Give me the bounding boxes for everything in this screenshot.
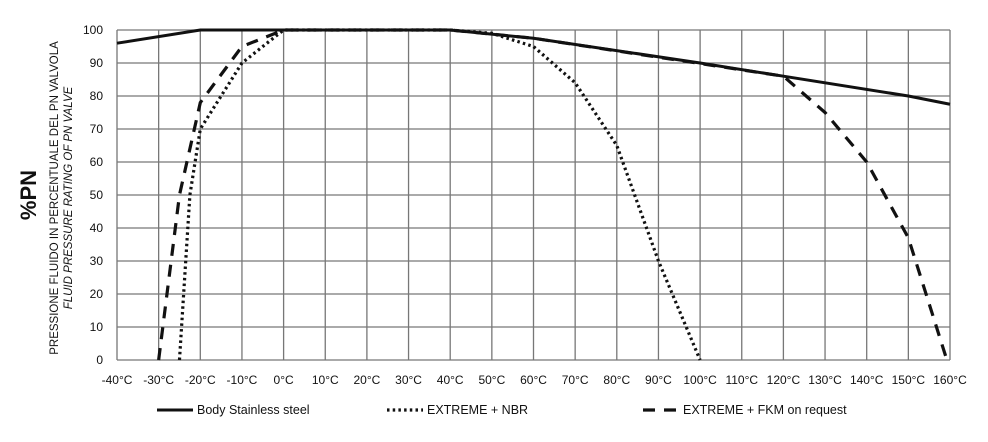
x-tick-label: 150°C (892, 373, 926, 387)
x-tick-label: 120°C (767, 373, 801, 387)
x-tick-label: 140°C (850, 373, 884, 387)
x-tick-label: -20°C (185, 373, 216, 387)
x-tick-label: -10°C (227, 373, 258, 387)
x-tick-label: 90°C (645, 373, 672, 387)
y-tick-label: 60 (90, 155, 104, 169)
series-line-dashed (157, 28, 948, 361)
x-tick-label: 0°C (274, 373, 294, 387)
y-tick-label: 100 (83, 23, 103, 37)
x-tick-label: -30°C (143, 373, 174, 387)
y-tick-label: 80 (90, 89, 104, 103)
x-tick-label: 40°C (437, 373, 464, 387)
x-tick-label: 130°C (808, 373, 842, 387)
x-tick-label: 50°C (478, 373, 505, 387)
x-tick-label: 20°C (353, 373, 380, 387)
x-tick-label: 70°C (562, 373, 589, 387)
y-tick-label: 40 (90, 221, 104, 235)
legend-label: Body Stainless steel (197, 403, 310, 417)
x-tick-label: 100°C (683, 373, 717, 387)
y-axis-label-italian: PRESSIONE FLUIDO IN PERCENTUALE DEL PN V… (49, 41, 61, 355)
y-tick-label: 50 (90, 188, 104, 202)
y-tick-label: 10 (90, 320, 104, 334)
y-axis-title: %PN (16, 170, 41, 220)
x-tick-label: 160°C (933, 373, 967, 387)
y-tick-label: 90 (90, 56, 104, 70)
y-tick-label: 20 (90, 287, 104, 301)
y-tick-label: 30 (90, 254, 104, 268)
y-axis-label-english: FLUID PRESSURE RATING OF PN VALVE (63, 86, 75, 309)
legend-label: EXTREME + NBR (427, 403, 528, 417)
x-tick-label: 10°C (312, 373, 339, 387)
x-tick-label: 80°C (603, 373, 630, 387)
legend-label: EXTREME + FKM on request (683, 403, 847, 417)
y-tick-label: 0 (96, 353, 103, 367)
x-tick-label: 30°C (395, 373, 422, 387)
x-tick-label: 110°C (725, 373, 758, 387)
series-line-solid (116, 28, 951, 106)
x-tick-label: 60°C (520, 373, 547, 387)
x-tick-label: -40°C (102, 373, 133, 387)
y-tick-label: 70 (90, 122, 104, 136)
